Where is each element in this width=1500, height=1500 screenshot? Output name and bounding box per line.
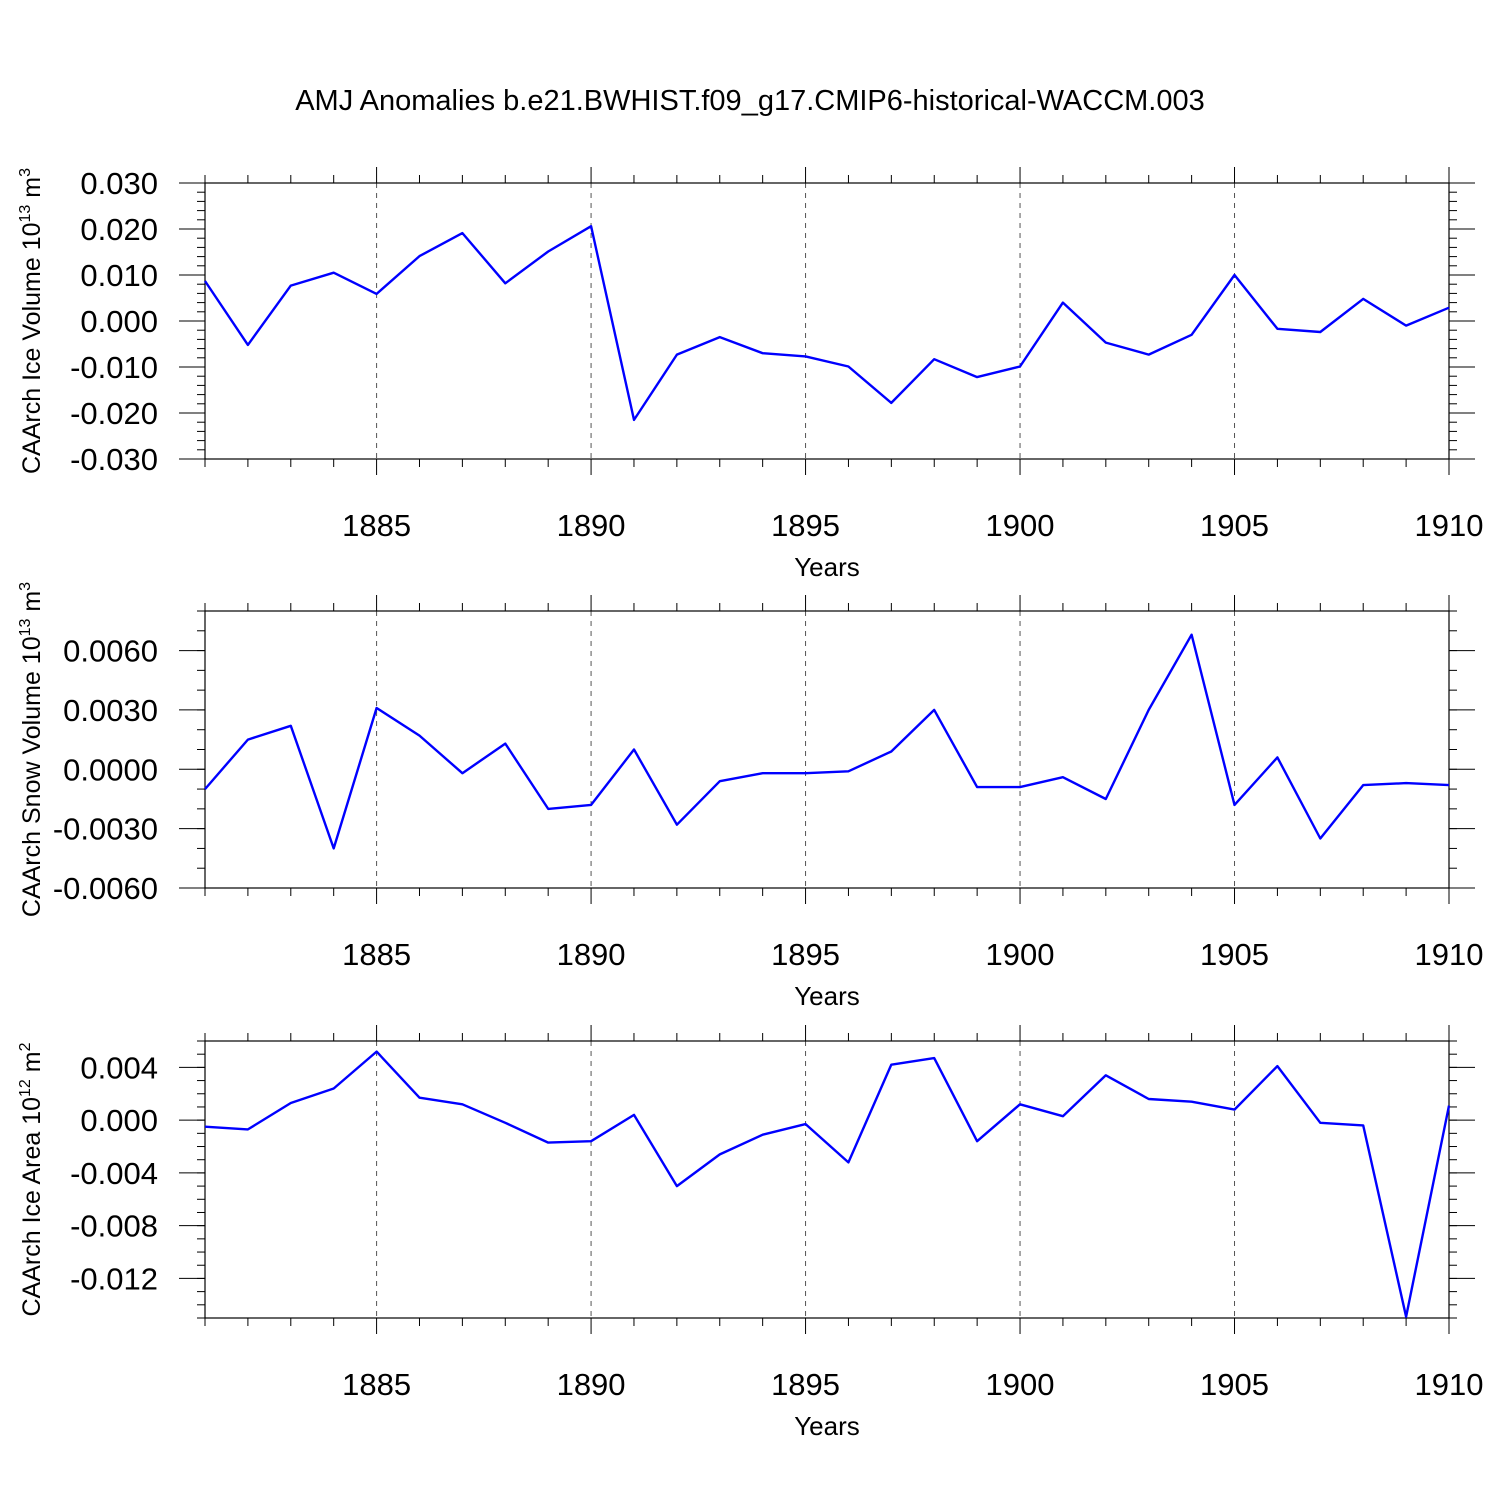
y-axis-title-unit-exponent: 2 [17,1042,34,1051]
y-axis-title-unit-exponent: 3 [17,168,34,177]
figure-title: AMJ Anomalies b.e21.BWHIST.f09_g17.CMIP6… [295,85,1205,117]
x-tick-label: 1885 [342,1367,411,1402]
x-tick-label: 1890 [557,1367,626,1402]
x-axis-title: Years [794,1411,860,1441]
y-tick-label: -0.0060 [53,871,158,906]
series-line [204,1050,1451,1318]
x-axis-title: Years [794,981,860,1011]
x-tick-label: 1900 [986,508,1055,543]
plot-frame [204,610,1450,889]
y-axis-title-unit: m [18,177,46,205]
y-tick-label: 0.030 [80,166,158,201]
y-tick-label: -0.004 [70,1156,158,1191]
y-tick-label: -0.020 [70,396,158,431]
y-tick-label: 0.0000 [63,752,158,787]
x-tick-label: 1910 [1415,937,1484,972]
y-tick-label: -0.010 [70,350,158,385]
x-tick-label: 1905 [1200,508,1269,543]
x-tick-label: 1890 [557,508,626,543]
series-line [204,224,1450,422]
y-axis-title-exponent: 13 [17,205,34,223]
y-axis-title-unit: m [18,591,46,619]
x-tick-label: 1905 [1200,937,1269,972]
x-tick-label: 1900 [986,1367,1055,1402]
x-tick-label: 1910 [1415,1367,1484,1402]
series-line [204,633,1450,850]
y-axis-title-unit-exponent: 3 [17,582,34,591]
y-tick-label: 0.0060 [63,634,158,669]
y-axis-title-text: CAArch Ice Volume 10 [18,222,46,474]
y-axis-title-exponent: 12 [17,1079,34,1097]
plot-frame [204,182,1450,460]
y-axis-title-text: CAArch Ice Area 10 [18,1097,46,1317]
chart-panel-3: -0.012 -0.008 -0.004 0.000 0.004 1885 1890 1895… [17,1025,1483,1441]
x-tick-label: 1885 [342,937,411,972]
y-tick-label: 0.000 [80,304,158,339]
y-axis-title: CAArch Ice Volume 1013 m3 [17,168,46,474]
y-tick-label: -0.0030 [53,812,158,847]
x-tick-label: 1885 [342,508,411,543]
plot-frame [204,1040,1450,1319]
chart-panel-2: -0.0060 -0.0030 0.0000 0.0030 0.0060 1885 1890… [17,582,1483,1011]
y-axis-title-unit: m [18,1051,46,1079]
y-axis-title-exponent: 13 [17,618,34,636]
y-tick-label: -0.012 [70,1261,158,1296]
x-axis-title: Years [794,552,860,582]
chart-panel-1: -0.030 -0.020 -0.010 0.000 0.010 0.020 0.030 18… [17,166,1483,582]
y-tick-label: -0.030 [70,442,158,477]
y-axis-title-text: CAArch Snow Volume 10 [18,636,46,917]
x-tick-label: 1905 [1200,1367,1269,1402]
y-tick-label: 0.020 [80,212,158,247]
panels: -0.030 -0.020 -0.010 0.000 0.010 0.020 0.030 18… [17,166,1483,1441]
y-axis-title: CAArch Snow Volume 1013 m3 [17,582,46,917]
y-tick-label: 0.010 [80,258,158,293]
y-axis-title: CAArch Ice Area 1012 m2 [17,1042,46,1316]
y-tick-label: -0.008 [70,1209,158,1244]
x-tick-label: 1900 [986,937,1055,972]
x-tick-label: 1895 [771,508,840,543]
y-tick-label: 0.004 [80,1050,158,1085]
x-tick-label: 1895 [771,937,840,972]
x-tick-label: 1895 [771,1367,840,1402]
y-tick-label: 0.000 [80,1103,158,1138]
x-tick-label: 1910 [1415,508,1484,543]
x-tick-label: 1890 [557,937,626,972]
y-tick-label: 0.0030 [63,693,158,728]
